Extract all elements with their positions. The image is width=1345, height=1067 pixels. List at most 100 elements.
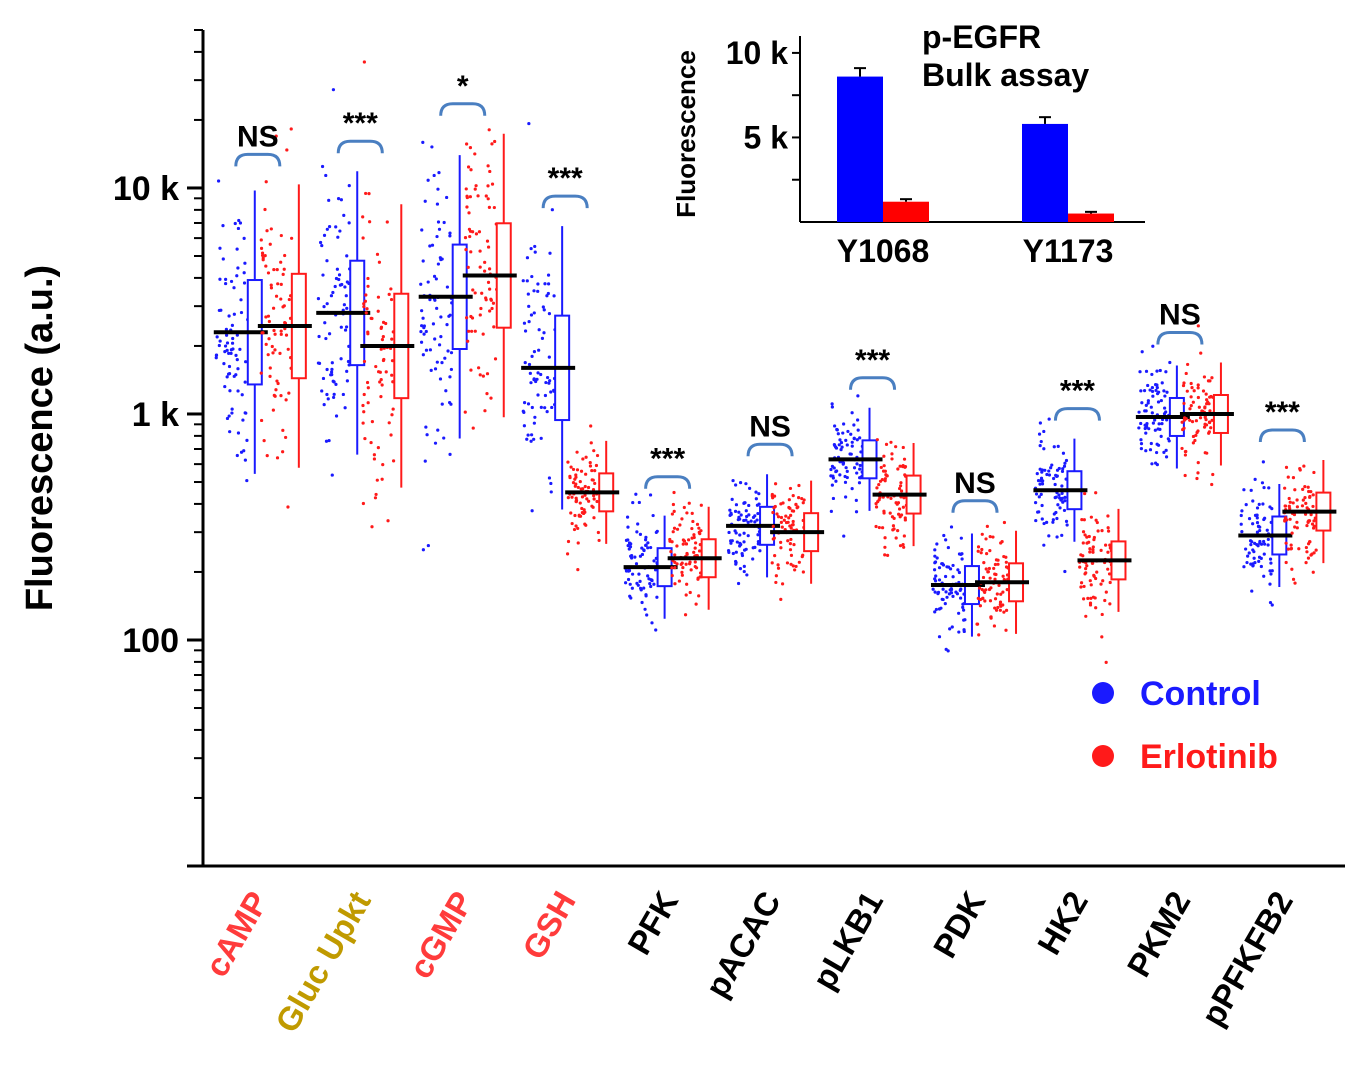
control-point [1157, 422, 1161, 426]
control-point [624, 581, 628, 585]
erlotinib-point [1095, 570, 1099, 574]
erlotinib-point [584, 455, 588, 459]
control-point [1033, 500, 1038, 505]
erlotinib-point [772, 506, 776, 510]
control-point [835, 427, 839, 432]
erlotinib-point [883, 536, 887, 540]
erlotinib-point [1094, 491, 1098, 495]
erlotinib-point [483, 269, 487, 273]
control-point [218, 339, 222, 343]
control-point [322, 403, 326, 407]
erlotinib-point [978, 597, 983, 602]
erlotinib-point [274, 294, 279, 298]
control-point [422, 326, 426, 330]
erlotinib-point [573, 477, 577, 481]
control-point [1035, 472, 1039, 476]
erlotinib-point [797, 483, 801, 488]
erlotinib-point [1289, 543, 1293, 547]
erlotinib-point [574, 498, 579, 503]
control-point [747, 503, 751, 508]
erlotinib-point [470, 316, 475, 320]
erlotinib-point [267, 319, 271, 324]
control-point [1265, 528, 1269, 532]
erlotinib-bar [883, 201, 929, 222]
control-point [532, 377, 536, 381]
erlotinib-point [1205, 451, 1209, 455]
control-point [1270, 507, 1274, 511]
control-point [547, 476, 552, 480]
control-points [1239, 460, 1274, 607]
control-point [347, 184, 351, 188]
erlotinib-point [981, 596, 985, 600]
control-point [527, 121, 531, 126]
control-point [426, 280, 430, 284]
erlotinib-point [1309, 553, 1313, 557]
erlotinib-point [465, 142, 469, 146]
legend-marker [1092, 682, 1114, 704]
control-point [1052, 476, 1056, 481]
control-point [727, 530, 731, 535]
erlotinib-point [260, 253, 265, 257]
erlotinib-point [1283, 486, 1287, 490]
control-point [549, 390, 553, 394]
control-point [962, 629, 966, 634]
significance-label: * [457, 70, 469, 103]
erlotinib-point [590, 478, 594, 482]
control-point [742, 548, 747, 552]
control-point [951, 563, 955, 568]
erlotinib-point [1284, 560, 1288, 565]
erlotinib-point [997, 583, 1001, 587]
control-point [962, 608, 966, 612]
erlotinib-point [897, 512, 901, 516]
control-point [731, 478, 735, 483]
control-point [957, 611, 961, 615]
erlotinib-point [386, 519, 390, 523]
erlotinib-point [789, 526, 793, 530]
erlotinib-point [1311, 493, 1315, 497]
control-points [624, 492, 660, 632]
erlotinib-point [582, 508, 586, 512]
control-point [343, 406, 347, 410]
control-point [1036, 478, 1041, 483]
control-point [646, 574, 650, 578]
control-point [1160, 422, 1164, 426]
erlotinib-point [385, 220, 389, 224]
control-point [625, 515, 630, 519]
control-point [546, 282, 551, 286]
control-point [648, 493, 653, 497]
erlotinib-point [1002, 577, 1006, 582]
erlotinib-point [469, 250, 473, 254]
control-point [855, 471, 859, 475]
control-point [1056, 444, 1060, 449]
control-point [644, 594, 648, 598]
control-point [751, 557, 755, 561]
category-group: *** pPFKFB2 [1194, 396, 1337, 1032]
control-point [1270, 569, 1274, 573]
control-point [638, 554, 643, 558]
erlotinib-point [374, 364, 378, 369]
control-point [214, 356, 218, 360]
control-point [317, 334, 321, 339]
erlotinib-point [992, 566, 996, 571]
erlotinib-point [902, 496, 906, 500]
erlotinib-point [1104, 590, 1108, 594]
erlotinib-point [1079, 581, 1084, 585]
erlotinib-point [1106, 567, 1110, 571]
control-point [1159, 398, 1163, 403]
control-point [236, 226, 241, 231]
erlotinib-point [884, 473, 888, 477]
erlotinib-point [583, 493, 587, 497]
control-point [1240, 509, 1244, 513]
control-point [1137, 410, 1141, 414]
control-point [934, 574, 938, 578]
control-point [1064, 519, 1069, 523]
control-point [338, 229, 342, 233]
erlotinib-point [883, 545, 887, 549]
erlotinib-point [883, 469, 887, 473]
control-point [756, 533, 760, 537]
erlotinib-point [691, 519, 695, 524]
erlotinib-point [875, 438, 879, 442]
erlotinib-point [1305, 550, 1309, 554]
erlotinib-point [1306, 556, 1311, 560]
erlotinib-point [1286, 475, 1290, 479]
